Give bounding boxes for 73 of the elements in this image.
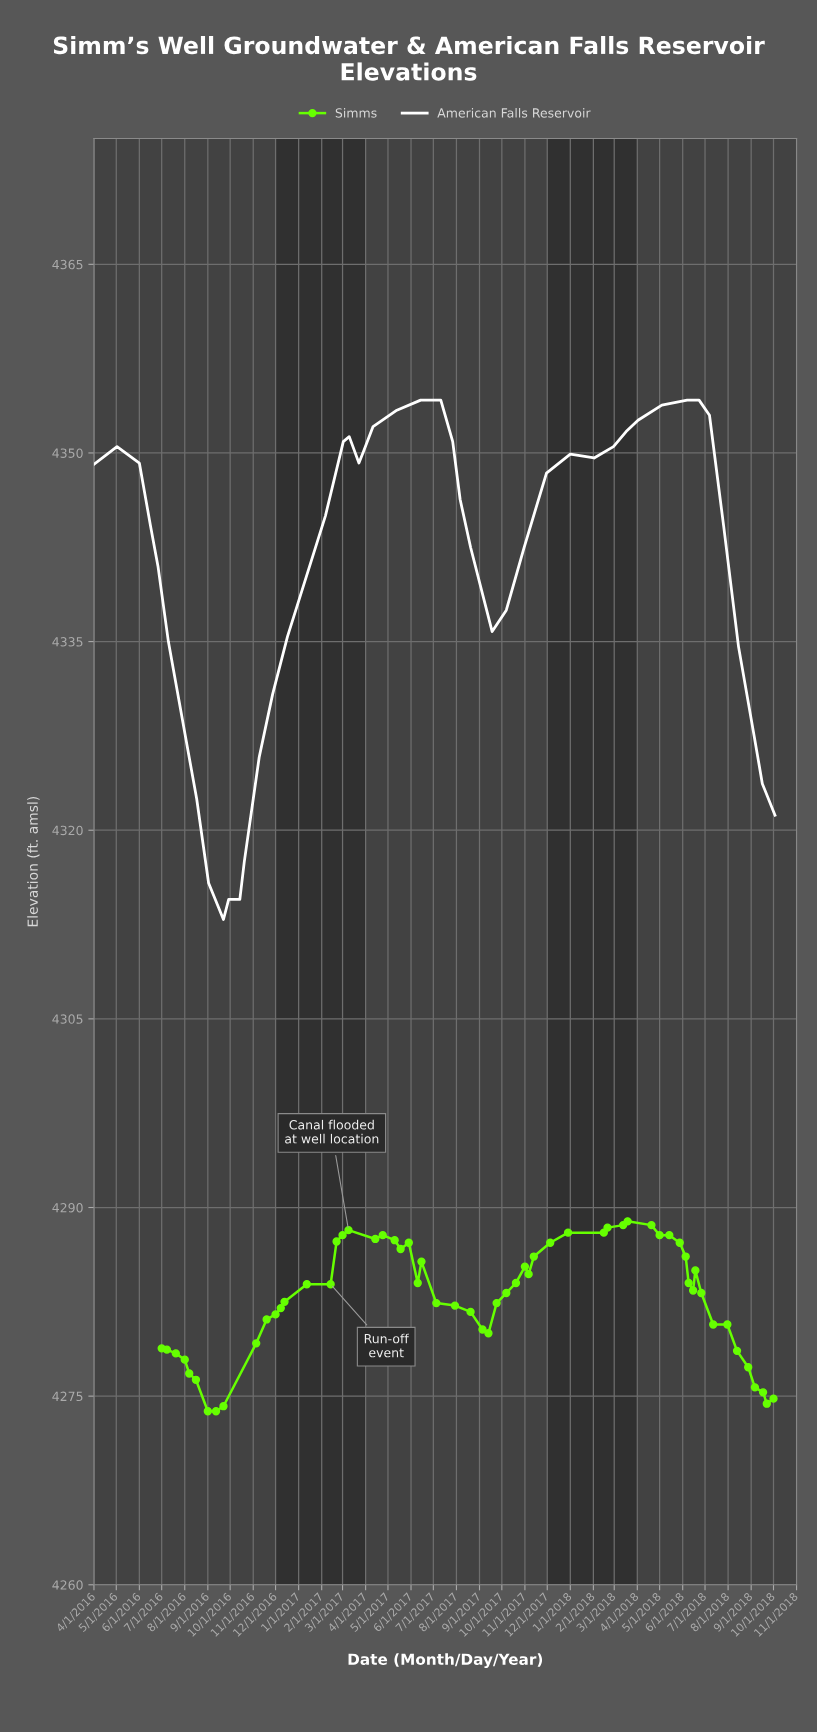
point	[681, 1252, 690, 1261]
point	[691, 1266, 700, 1275]
line-series	[93, 398, 777, 921]
point	[252, 1339, 261, 1348]
point	[302, 1280, 311, 1289]
y-tick-label: 4260	[52, 1580, 83, 1590]
point	[484, 1329, 493, 1338]
point	[709, 1320, 718, 1329]
y-axis-title: Elevation (ft. amsl)	[27, 796, 40, 927]
y-tick-label: 4350	[52, 448, 83, 458]
point	[417, 1257, 426, 1266]
point	[344, 1225, 353, 1235]
point	[529, 1252, 539, 1261]
chart-title: Simm’s Well Groundwater & American Falls Reservoir Elevations	[53, 35, 765, 81]
point	[762, 1399, 771, 1408]
y-tick-label: 4290	[52, 1202, 83, 1213]
point	[332, 1237, 341, 1246]
point	[684, 1278, 693, 1288]
point	[675, 1238, 684, 1247]
legend-label: Simms	[335, 107, 377, 118]
point	[378, 1231, 387, 1240]
point	[262, 1315, 271, 1324]
point	[478, 1325, 487, 1334]
point	[546, 1238, 555, 1247]
y-tick-label: 4275	[52, 1391, 83, 1402]
point	[338, 1231, 347, 1240]
point	[723, 1320, 732, 1329]
point	[185, 1369, 194, 1378]
point	[769, 1394, 778, 1403]
point	[396, 1244, 405, 1254]
point	[511, 1278, 521, 1288]
point	[211, 1407, 221, 1416]
point	[191, 1375, 201, 1384]
point	[276, 1303, 285, 1313]
annotation: Canal flooded at well location	[285, 1119, 379, 1144]
point	[162, 1345, 172, 1354]
point	[520, 1262, 530, 1271]
point	[171, 1349, 180, 1358]
point	[432, 1298, 441, 1308]
x-axis-title: Date (Month/Day/Year)	[348, 1653, 543, 1669]
point	[647, 1220, 656, 1230]
point	[219, 1402, 228, 1411]
y-tick-label: 4365	[52, 259, 83, 270]
point	[280, 1297, 289, 1306]
point	[390, 1236, 399, 1245]
point	[563, 1228, 573, 1237]
point	[450, 1301, 460, 1310]
point	[413, 1278, 422, 1288]
point	[492, 1298, 501, 1308]
y-tick-label: 4305	[52, 1014, 83, 1024]
point	[203, 1407, 213, 1416]
point	[697, 1288, 706, 1298]
point	[750, 1383, 760, 1392]
point	[271, 1310, 280, 1319]
point	[732, 1346, 742, 1356]
legend-label: American Falls Reservoir	[437, 107, 591, 118]
point	[524, 1269, 533, 1279]
point	[758, 1388, 768, 1397]
point	[180, 1355, 189, 1364]
annotation: Run-off event	[364, 1333, 410, 1358]
point	[623, 1217, 632, 1226]
y-tick-label: 4320	[52, 825, 83, 836]
point	[688, 1286, 698, 1295]
point	[326, 1280, 335, 1289]
point	[655, 1231, 664, 1240]
point	[603, 1223, 612, 1232]
y-tick-label: 4335	[52, 637, 83, 647]
point	[502, 1288, 511, 1298]
point	[744, 1363, 753, 1372]
point	[371, 1234, 380, 1244]
point	[404, 1238, 413, 1247]
point	[665, 1231, 674, 1240]
point	[466, 1307, 475, 1317]
